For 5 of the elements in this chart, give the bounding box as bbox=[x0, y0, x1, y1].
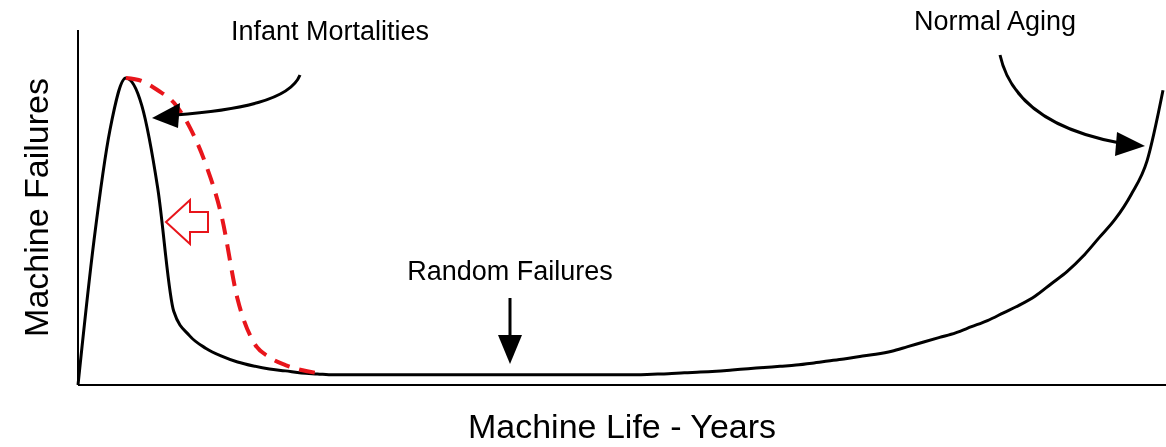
y-axis-title: Machine Failures bbox=[17, 78, 55, 337]
annotation: Random Failures bbox=[407, 256, 613, 286]
x-axis-title: Machine Life - Years bbox=[467, 407, 777, 445]
text: Infant Mortalities bbox=[230, 16, 430, 46]
text: Normal Aging bbox=[913, 6, 1077, 36]
